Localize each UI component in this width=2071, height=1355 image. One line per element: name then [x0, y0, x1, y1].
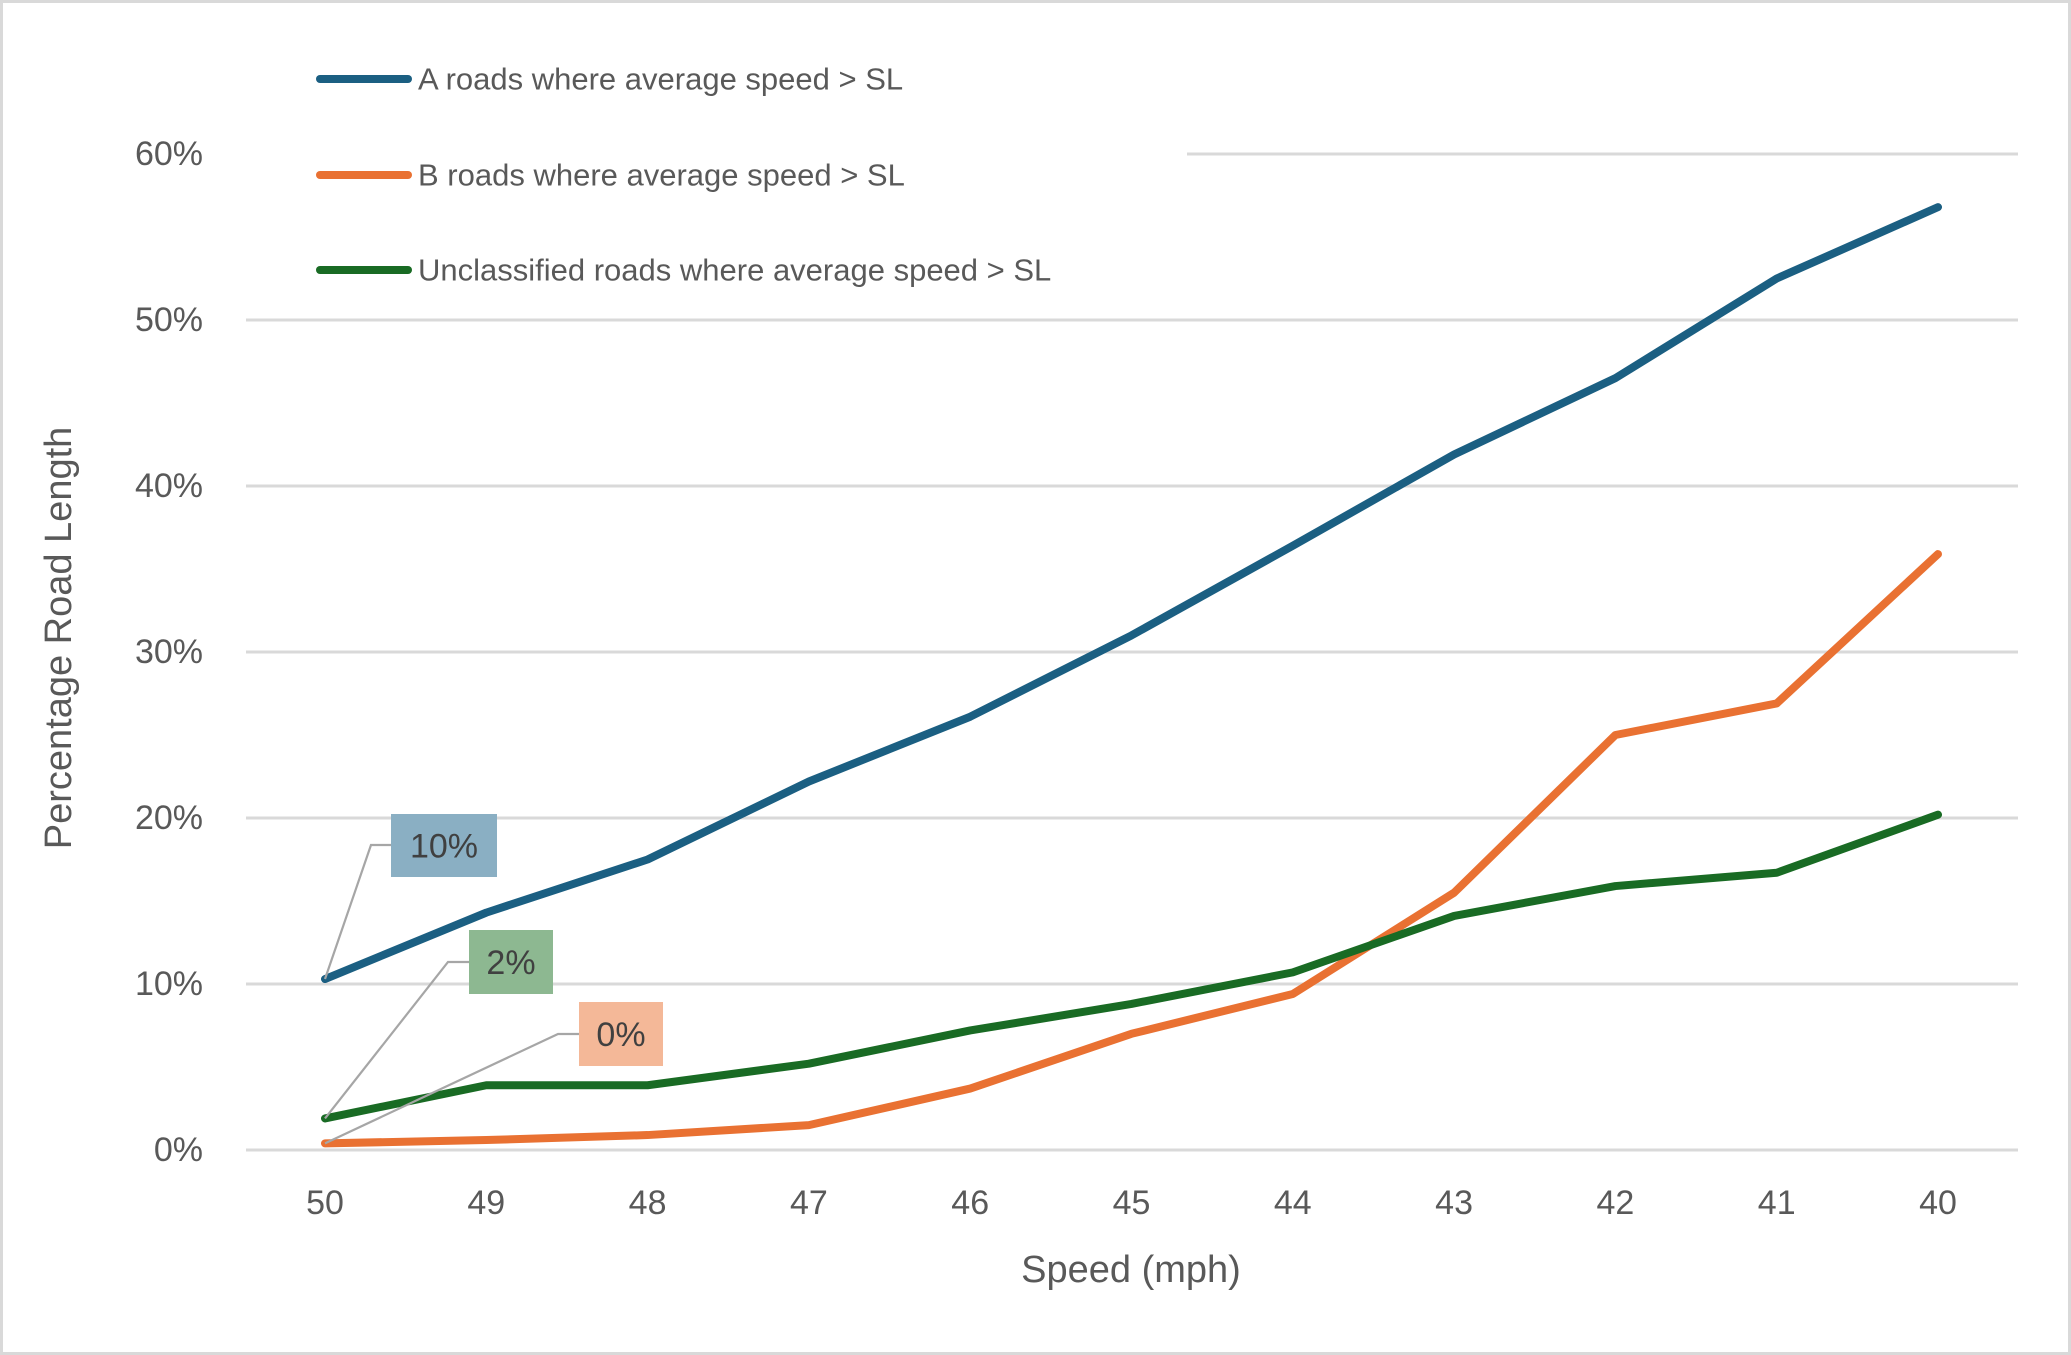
series-line-unclassified-roads-where-average-speed-sl[interactable]	[321, 810, 1942, 1123]
data-point	[1292, 545, 1294, 547]
data-point	[485, 1139, 487, 1141]
data-point	[1614, 377, 1616, 379]
data-point	[1776, 278, 1778, 279]
leader-line-a-roads-where-average-speed-sl	[323, 843, 391, 980]
x-tick-label: 44	[1274, 1184, 1312, 1222]
data-label-a-roads-where-average-speed-sl[interactable]: 10%	[391, 814, 497, 877]
leader-line-b-roads-where-average-speed-sl	[324, 1032, 579, 1145]
y-tick-label: 20%	[135, 799, 203, 837]
data-label-box	[579, 1002, 663, 1066]
data-label-b-roads-where-average-speed-sl[interactable]: 0%	[579, 1002, 663, 1066]
series-line-a-roads-where-average-speed-sl[interactable]	[321, 203, 1942, 984]
y-axis-tick-labels: 0% 10% 20% 30% 40% 50% 60%	[135, 135, 203, 1169]
legend-label-unclassified-roads: Unclassified roads where average speed >…	[418, 253, 1051, 288]
legend: A roads where average speed > SL B roads…	[246, 30, 1187, 300]
x-tick-label: 40	[1919, 1184, 1957, 1222]
x-tick-label: 45	[1113, 1184, 1151, 1222]
data-point	[969, 1029, 971, 1031]
data-point	[1292, 971, 1294, 973]
legend-label-a-roads: A roads where average speed > SL	[418, 62, 903, 97]
data-point	[1131, 1003, 1132, 1005]
data-point	[969, 716, 971, 718]
legend-item-a-roads[interactable]: A roads where average speed > SL	[316, 62, 903, 97]
data-point	[1292, 993, 1294, 995]
series-b-roads-where-average-speed-sl	[321, 550, 1942, 1148]
data-point	[647, 1084, 649, 1086]
data-label-unclassified-roads-where-average-speed-sl[interactable]: 2%	[469, 930, 553, 994]
data-point	[969, 1088, 971, 1090]
series-a-roads-where-average-speed-sl	[321, 203, 1942, 984]
data-point	[647, 859, 649, 860]
data-point	[1131, 634, 1132, 636]
x-axis-tick-labels: 50 49 48 47 46 45 44 43 42 41 40	[306, 1184, 1957, 1222]
series-unclassified-roads-where-average-speed-sl	[321, 810, 1942, 1123]
data-label-box	[469, 930, 553, 994]
legend-item-b-roads[interactable]: B roads where average speed > SL	[316, 158, 905, 193]
data-point	[1937, 206, 1939, 208]
x-tick-label: 43	[1435, 1184, 1473, 1222]
data-label-text: 2%	[486, 944, 535, 982]
x-tick-label: 48	[629, 1184, 667, 1222]
data-point	[1776, 702, 1778, 704]
x-tick-label: 41	[1758, 1184, 1796, 1222]
data-point	[1131, 1033, 1132, 1035]
series-line-b-roads-where-average-speed-sl[interactable]	[321, 550, 1942, 1148]
y-tick-label: 40%	[135, 467, 203, 505]
y-tick-label: 10%	[135, 965, 203, 1003]
series-lines	[321, 203, 1942, 1148]
x-tick-label: 49	[467, 1184, 505, 1222]
data-label-box	[391, 814, 497, 877]
data-label-text: 0%	[596, 1016, 645, 1054]
data-point	[1776, 872, 1778, 874]
data-labels: 10% 0% 2%	[391, 814, 663, 1066]
x-tick-label: 46	[951, 1184, 989, 1222]
data-point	[1453, 453, 1455, 455]
x-tick-label: 42	[1596, 1184, 1634, 1222]
data-point	[1453, 915, 1455, 917]
data-point	[808, 1124, 810, 1126]
leader-line-unclassified-roads-where-average-speed-sl	[324, 960, 469, 1120]
data-point	[1614, 734, 1616, 736]
data-point	[1937, 814, 1939, 816]
data-point	[1453, 892, 1455, 894]
x-tick-label: 47	[790, 1184, 828, 1222]
y-tick-label: 60%	[135, 135, 203, 173]
data-point	[808, 1063, 810, 1065]
data-label-text: 10%	[410, 828, 478, 866]
y-tick-label: 30%	[135, 633, 203, 671]
x-axis-title: Speed (mph)	[1021, 1249, 1241, 1291]
legend-item-unclassified-roads[interactable]: Unclassified roads where average speed >…	[316, 253, 1051, 288]
y-tick-label: 0%	[154, 1131, 203, 1169]
y-axis-title: Percentage Road Length	[38, 427, 80, 850]
data-point	[808, 780, 810, 782]
data-point	[1937, 553, 1939, 555]
data-point	[1614, 885, 1616, 887]
data-point	[647, 1134, 649, 1136]
data-point	[485, 1084, 487, 1086]
legend-label-b-roads: B roads where average speed > SL	[418, 158, 905, 193]
data-label-leader-lines	[323, 843, 579, 1145]
data-point	[485, 912, 487, 914]
y-tick-label: 50%	[135, 301, 203, 339]
x-tick-label: 50	[306, 1184, 344, 1222]
